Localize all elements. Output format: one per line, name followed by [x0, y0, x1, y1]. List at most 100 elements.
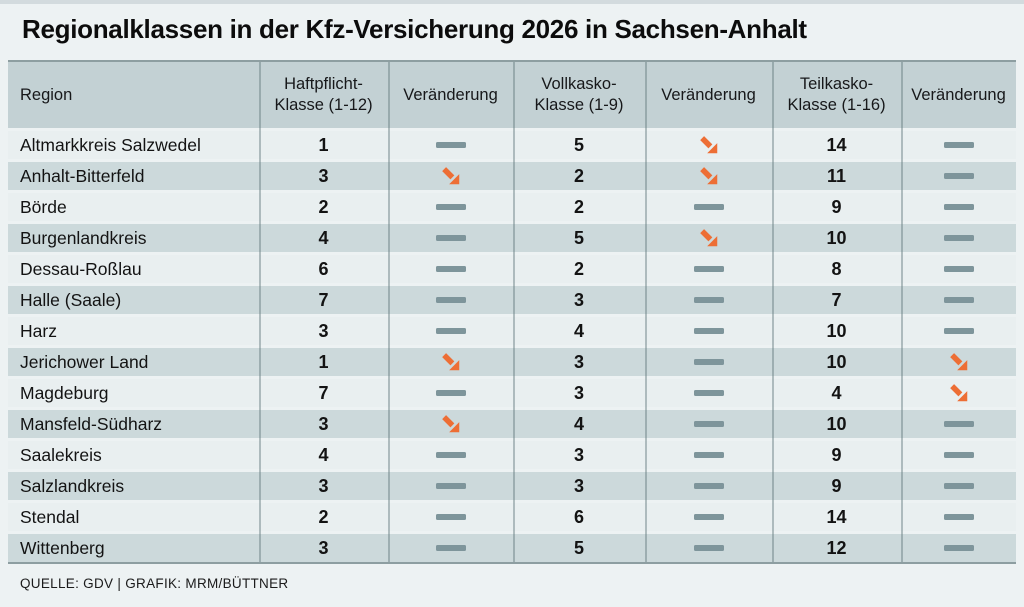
teilkasko-klasse-cell: 10	[826, 227, 847, 248]
haftpflicht-klasse-cell: 3	[318, 537, 329, 558]
table-row: Wittenberg 3 5 12	[8, 534, 1016, 562]
haftpflicht-veraenderung-cell	[388, 286, 513, 314]
vollkasko-klasse-cell: 5	[573, 227, 584, 248]
teilkasko-veraenderung-cell	[901, 131, 1016, 159]
teilkasko-klasse-cell: 9	[831, 475, 842, 496]
region-name-cell: Jerichower Land	[20, 351, 149, 372]
haftpflicht-veraenderung-cell	[388, 162, 513, 190]
no-change-dash-icon	[943, 142, 974, 148]
region-name-cell: Stendal	[20, 506, 80, 527]
no-change-dash-icon	[693, 452, 724, 458]
no-change-dash-icon	[943, 514, 974, 520]
arrow-down-right-icon	[441, 415, 459, 433]
vollkasko-klasse-cell: 2	[573, 258, 584, 279]
region-name-cell: Dessau-Roßlau	[20, 258, 142, 279]
region-name-cell: Saalekreis	[20, 444, 102, 465]
haftpflicht-klasse-cell: 4	[318, 227, 329, 248]
table-row: Burgenlandkreis 4 5 10	[8, 224, 1016, 252]
vollkasko-veraenderung-cell	[645, 162, 772, 190]
column-header-veraenderung-2: Veränderung	[661, 85, 756, 104]
no-change-dash-icon	[943, 266, 974, 272]
arrow-down-right-icon	[949, 384, 967, 402]
regional-classes-table: Region Haftpflicht- Klasse (1-12) Veränd…	[8, 60, 1016, 564]
vollkasko-veraenderung-cell	[645, 224, 772, 252]
haftpflicht-klasse-cell: 2	[318, 196, 329, 217]
column-header-teilkasko-klasse: Teilkasko- Klasse (1-16)	[787, 75, 886, 114]
table-header-row: Region Haftpflicht- Klasse (1-12) Veränd…	[8, 62, 1016, 128]
no-change-dash-icon	[435, 204, 466, 210]
teilkasko-veraenderung-cell	[901, 441, 1016, 469]
no-change-dash-icon	[693, 204, 724, 210]
no-change-dash-icon	[435, 297, 466, 303]
haftpflicht-veraenderung-cell	[388, 224, 513, 252]
no-change-dash-icon	[693, 514, 724, 520]
no-change-dash-icon	[693, 266, 724, 272]
no-change-dash-icon	[435, 514, 466, 520]
table-body: Altmarkkreis Salzwedel 1 5 14 Anhalt-Bitterf…	[8, 131, 1016, 562]
vollkasko-veraenderung-cell	[645, 441, 772, 469]
arrow-down-right-icon	[699, 167, 717, 185]
table-row: Saalekreis 4 3 9	[8, 441, 1016, 469]
teilkasko-veraenderung-cell	[901, 379, 1016, 407]
haftpflicht-klasse-cell: 2	[318, 506, 329, 527]
vollkasko-klasse-cell: 2	[573, 196, 584, 217]
no-change-dash-icon	[943, 328, 974, 334]
haftpflicht-veraenderung-cell	[388, 379, 513, 407]
no-change-dash-icon	[943, 483, 974, 489]
no-change-dash-icon	[943, 452, 974, 458]
teilkasko-klasse-cell: 8	[831, 258, 842, 279]
haftpflicht-klasse-cell: 3	[318, 165, 329, 186]
vollkasko-klasse-cell: 4	[573, 320, 584, 341]
no-change-dash-icon	[943, 297, 974, 303]
haftpflicht-veraenderung-cell	[388, 131, 513, 159]
vollkasko-klasse-cell: 3	[573, 382, 584, 403]
vollkasko-klasse-cell: 3	[573, 289, 584, 310]
arrow-down-right-icon	[699, 229, 717, 247]
haftpflicht-veraenderung-cell	[388, 255, 513, 283]
vollkasko-klasse-cell: 5	[573, 134, 584, 155]
arrow-down-right-icon	[699, 136, 717, 154]
haftpflicht-klasse-cell: 1	[318, 134, 329, 155]
no-change-dash-icon	[943, 235, 974, 241]
teilkasko-klasse-cell: 14	[826, 506, 847, 527]
vollkasko-klasse-cell: 4	[573, 413, 584, 434]
table-row: Stendal 2 6 14	[8, 503, 1016, 531]
table-row: Dessau-Roßlau 6 2 8	[8, 255, 1016, 283]
table-row: Halle (Saale) 7 3 7	[8, 286, 1016, 314]
teilkasko-veraenderung-cell	[901, 348, 1016, 376]
teilkasko-veraenderung-cell	[901, 224, 1016, 252]
no-change-dash-icon	[435, 266, 466, 272]
no-change-dash-icon	[693, 297, 724, 303]
region-name-cell: Burgenlandkreis	[20, 227, 147, 248]
column-header-veraenderung-3: Veränderung	[911, 85, 1006, 104]
teilkasko-klasse-cell: 10	[826, 320, 847, 341]
vollkasko-klasse-cell: 2	[573, 165, 584, 186]
arrow-down-right-icon	[441, 353, 459, 371]
vollkasko-klasse-cell: 3	[573, 351, 584, 372]
no-change-dash-icon	[435, 483, 466, 489]
teilkasko-klasse-cell: 10	[826, 413, 847, 434]
haftpflicht-veraenderung-cell	[388, 441, 513, 469]
column-header-vollkasko-klasse: Vollkasko- Klasse (1-9)	[534, 75, 624, 114]
table-row: Altmarkkreis Salzwedel 1 5 14	[8, 131, 1016, 159]
column-header-region: Region	[20, 85, 73, 104]
table-row: Jerichower Land 1 3 10	[8, 348, 1016, 376]
no-change-dash-icon	[693, 390, 724, 396]
no-change-dash-icon	[435, 452, 466, 458]
no-change-dash-icon	[435, 545, 466, 551]
teilkasko-veraenderung-cell	[901, 534, 1016, 562]
haftpflicht-veraenderung-cell	[388, 503, 513, 531]
vollkasko-veraenderung-cell	[645, 534, 772, 562]
no-change-dash-icon	[943, 421, 974, 427]
vollkasko-veraenderung-cell	[645, 379, 772, 407]
teilkasko-veraenderung-cell	[901, 472, 1016, 500]
no-change-dash-icon	[693, 545, 724, 551]
teilkasko-klasse-cell: 11	[826, 165, 847, 186]
source-credit-line: QUELLE: GDV | GRAFIK: MRM/BÜTTNER	[20, 576, 289, 591]
teilkasko-veraenderung-cell	[901, 255, 1016, 283]
no-change-dash-icon	[943, 545, 974, 551]
region-name-cell: Mansfeld-Südharz	[20, 413, 163, 434]
no-change-dash-icon	[435, 390, 466, 396]
teilkasko-klasse-cell: 14	[826, 134, 847, 155]
no-change-dash-icon	[693, 483, 724, 489]
